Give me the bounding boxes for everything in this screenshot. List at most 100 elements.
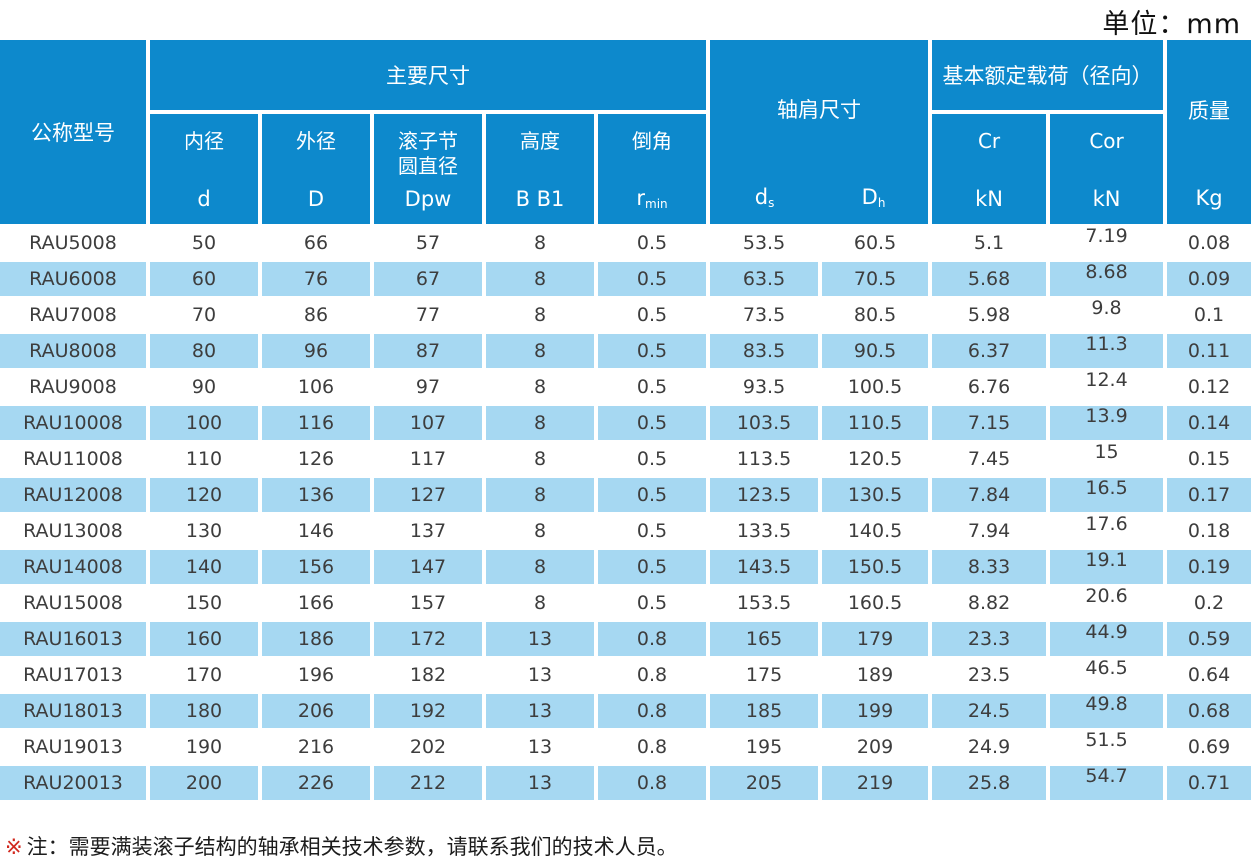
table-row: RAU9008 90 106 97 8 0.5 93.5 100.5 6.76 12.4 0.12 [0,368,1251,406]
cell-B-B1: 8 [482,404,596,442]
cell-Cor: 7.19 [1046,224,1166,262]
cell-model: RAU17013 [0,656,148,694]
cell-Dpw: 172 [370,620,484,658]
table-row: RAU15008 150 166 157 8 0.5 153.5 160.5 8.82 20.6 0… [0,584,1251,622]
cell-Cr: 8.82 [928,584,1049,622]
cell-r-min: 0.8 [593,764,709,802]
cell-Cr: 24.9 [928,728,1049,766]
cell-Dh: 140.5 [818,512,931,550]
cell-ds: 63.5 [706,260,821,298]
cell-Kg: 0.2 [1163,584,1251,622]
cell-Kg: 0.14 [1163,404,1251,442]
bearing-spec-table: 公称型号 主要尺寸 轴肩尺寸 ds Dh 基本额定载荷（径向） 质量 Kg [0,40,1251,802]
cell-D: 96 [258,332,372,370]
cell-Cor: 8.68 [1046,260,1166,298]
cell-Cr: 23.3 [928,620,1049,658]
table-row: RAU13008 130 146 137 8 0.5 133.5 140.5 7.94 17.6 0… [0,512,1251,550]
cell-model: RAU8008 [0,332,148,370]
cell-r-min: 0.5 [593,260,709,298]
cell-D: 136 [258,476,372,514]
unit-label: 单位：mm [1102,9,1241,40]
cell-Cor: 13.9 [1046,404,1166,442]
cell-Cr: 25.8 [928,764,1049,802]
cell-model: RAU14008 [0,548,148,586]
header-mass: 质量 Kg [1163,40,1251,225]
header-shoulder-title: 轴肩尺寸 [777,98,862,122]
cell-B-B1: 8 [482,440,596,478]
cell-B-B1: 13 [482,764,596,802]
table-row: RAU5008 50 66 57 8 0.5 53.5 60.5 5.1 7.19 0.08 [0,224,1251,262]
table-row: RAU8008 80 96 87 8 0.5 83.5 90.5 6.37 11.3 0.11 [0,332,1251,370]
cell-ds: 83.5 [706,332,821,370]
cell-model: RAU13008 [0,512,148,550]
header-height: 高度 B B1 [482,110,596,225]
cell-ds: 103.5 [706,404,821,442]
cell-Cor: 17.6 [1046,512,1166,550]
cell-Dh: 160.5 [818,584,931,622]
cell-D: 226 [258,764,372,802]
cell-Dpw: 67 [370,260,484,298]
cell-D: 66 [258,224,372,262]
cell-Cr: 5.1 [928,224,1049,262]
cell-Cr: 8.33 [928,548,1049,586]
cell-ds: 195 [706,728,821,766]
table-row: RAU6008 60 76 67 8 0.5 63.5 70.5 5.68 8.68 0.09 [0,260,1251,298]
cell-Kg: 0.68 [1163,692,1251,730]
cell-r-min: 0.5 [593,368,709,406]
cell-Dh: 179 [818,620,931,658]
cell-D: 206 [258,692,372,730]
table-row: RAU11008 110 126 117 8 0.5 113.5 120.5 7.45 15 0.1… [0,440,1251,478]
header-load-rating: 基本额定载荷（径向） [928,40,1166,112]
cell-r-min: 0.8 [593,656,709,694]
cell-r-min: 0.5 [593,296,709,334]
cell-ds: 153.5 [706,584,821,622]
cell-model: RAU16013 [0,620,148,658]
cell-d: 120 [146,476,260,514]
cell-Dh: 70.5 [818,260,931,298]
cell-model: RAU15008 [0,584,148,622]
cell-Cr: 7.94 [928,512,1049,550]
cell-D: 196 [258,656,372,694]
cell-Cor: 44.9 [1046,620,1166,658]
cell-Dpw: 77 [370,296,484,334]
cell-B-B1: 8 [482,260,596,298]
cell-ds: 123.5 [706,476,821,514]
cell-ds: 93.5 [706,368,821,406]
table-body: RAU5008 50 66 57 8 0.5 53.5 60.5 5.1 7.19 0.08 RAU6… [0,224,1251,802]
cell-ds: 205 [706,764,821,802]
cell-model: RAU18013 [0,692,148,730]
table-row: RAU18013 180 206 192 13 0.8 185 199 24.5 49.8 0.68 [0,692,1251,730]
cell-Kg: 0.64 [1163,656,1251,694]
cell-B-B1: 8 [482,296,596,334]
header-main-dims: 主要尺寸 [145,40,709,112]
header-cor: Cor kN [1046,110,1166,225]
cell-d: 140 [146,548,260,586]
table-row: RAU10008 100 116 107 8 0.5 103.5 110.5 7.15 13.9 0… [0,404,1251,442]
cell-Cor: 11.3 [1046,332,1166,370]
header-shoulder-dims: 轴肩尺寸 ds Dh [706,40,931,225]
cell-d: 90 [146,368,260,406]
cell-r-min: 0.8 [593,692,709,730]
cell-D: 146 [258,512,372,550]
cell-D: 106 [258,368,372,406]
cell-D: 86 [258,296,372,334]
cell-Cr: 23.5 [928,656,1049,694]
cell-r-min: 0.5 [593,224,709,262]
cell-r-min: 0.5 [593,548,709,586]
header-model: 公称型号 [0,40,148,225]
cell-model: RAU6008 [0,260,148,298]
cell-r-min: 0.5 [593,476,709,514]
cell-Cr: 7.15 [928,404,1049,442]
header-mass-title: 质量 [1188,98,1231,123]
cell-model: RAU12008 [0,476,148,514]
cell-B-B1: 13 [482,692,596,730]
cell-Dpw: 107 [370,404,484,442]
cell-Dh: 120.5 [818,440,931,478]
table-row: RAU20013 200 226 212 13 0.8 205 219 25.8 54.7 0.71 [0,764,1251,802]
cell-Kg: 0.12 [1163,368,1251,406]
cell-Dh: 189 [818,656,931,694]
cell-r-min: 0.5 [593,440,709,478]
cell-Dpw: 127 [370,476,484,514]
cell-ds: 73.5 [706,296,821,334]
table-row: RAU7008 70 86 77 8 0.5 73.5 80.5 5.98 9.8 0.1 [0,296,1251,334]
